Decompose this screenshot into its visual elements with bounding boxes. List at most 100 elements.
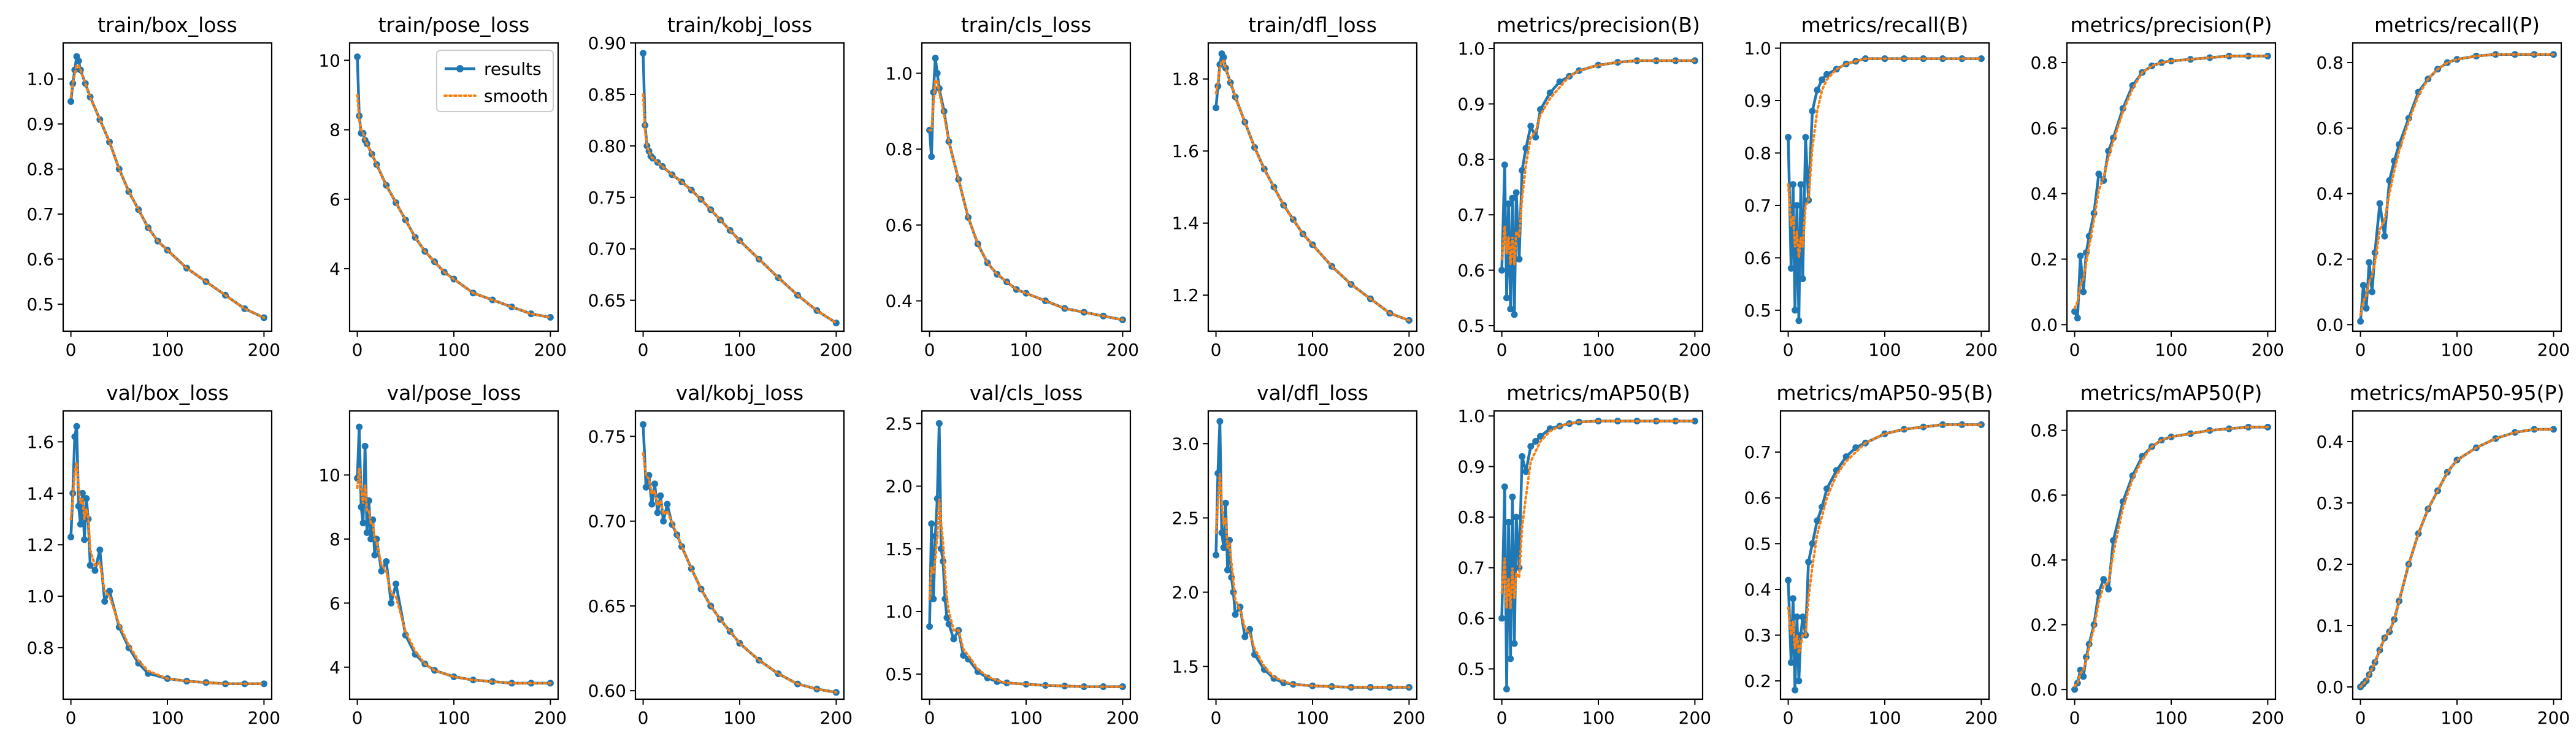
results-point: [2099, 576, 2107, 583]
results-point: [85, 515, 92, 523]
results-line: [1787, 423, 1982, 692]
y-tick-label: 0.5: [26, 294, 54, 315]
results-point: [1793, 613, 1801, 621]
results-point: [75, 57, 82, 64]
y-tick-label: 2.0: [885, 477, 913, 497]
chart-title: metrics/recall(P): [2374, 13, 2540, 37]
x-tick-label: 200: [2537, 340, 2570, 360]
x-tick-label: 0: [1210, 340, 1221, 360]
results-point: [1220, 544, 1227, 551]
results-line: [928, 422, 1123, 688]
results-point: [86, 562, 94, 569]
results-point: [1222, 499, 1229, 507]
x-tick-label: 200: [2251, 708, 2283, 728]
results-point: [1785, 134, 1792, 141]
results-line: [1787, 57, 1982, 323]
y-tick-label: 0.5: [885, 664, 913, 684]
y-tick-label: 0.8: [2317, 53, 2344, 73]
y-tick-label: 0.8: [2030, 421, 2058, 441]
results-point: [1789, 181, 1796, 188]
y-tick-label: 1.0: [1458, 406, 1485, 426]
results-point: [1799, 613, 1806, 621]
plot-frame: [2352, 42, 2563, 332]
x-tick-label: 0: [66, 340, 77, 360]
chart-panel: val/box_loss 0 100 200 0.8 1.0 1.2 1.4 1.6: [0, 368, 286, 736]
results-point: [1823, 71, 1830, 78]
smooth-line: [1214, 473, 1411, 689]
chart-title: val/dfl_loss: [1257, 381, 1368, 405]
results-point: [1614, 59, 1622, 66]
y-tick-label: 2.5: [885, 413, 913, 434]
y-tick-label: 0.90: [588, 33, 626, 53]
y-tick-label: 1.2: [1171, 285, 1199, 305]
results-line: [69, 55, 265, 320]
y-tick-label: 1.2: [26, 535, 54, 555]
chart-svg: metrics/mAP50(P) 0 100 200 0.0 0.2 0.4 0.6 0.8: [2030, 381, 2284, 728]
results-point: [1516, 255, 1523, 263]
results-point: [1805, 558, 1812, 565]
legend-smooth-label: smooth: [484, 86, 548, 106]
x-tick-label: 0: [351, 708, 362, 728]
y-tick-label: 0.1: [2317, 616, 2344, 636]
y-tick-label: 0.2: [2317, 554, 2344, 575]
results-point: [1224, 566, 1231, 573]
y-tick-label: 0.0: [2030, 680, 2058, 700]
results-point: [654, 509, 662, 516]
plot-frame: [2066, 42, 2276, 332]
plot-frame: [348, 42, 559, 332]
results-point: [382, 558, 389, 565]
results-point: [1793, 202, 1801, 209]
x-tick-label: 100: [437, 340, 470, 360]
x-tick-label: 100: [2441, 708, 2474, 728]
chart-title: metrics/mAP50(B): [1507, 381, 1690, 405]
results-line: [642, 424, 837, 694]
results-point: [1505, 200, 1512, 207]
results-point: [2357, 318, 2364, 325]
y-tick-label: 0.6: [885, 215, 913, 236]
smooth-line: [928, 79, 1124, 321]
x-tick-label: 0: [638, 708, 649, 728]
chart-panel: val/cls_loss 0 100 200 0.5 1.0 1.5 2.0 2.5: [859, 368, 1145, 736]
y-tick-label: 0.4: [2317, 432, 2344, 452]
x-tick-label: 100: [1296, 708, 1328, 728]
y-tick-label: 0.70: [588, 239, 626, 259]
plot-frame: [2066, 410, 2276, 700]
results-point: [387, 599, 394, 607]
smooth-line: [2359, 428, 2555, 688]
legend-results-marker: [456, 65, 464, 73]
results-point: [935, 420, 943, 427]
y-tick-label: 0.8: [1458, 150, 1485, 170]
results-point: [960, 651, 967, 659]
y-tick-label: 4: [329, 259, 340, 279]
y-tick-label: 0.8: [2030, 53, 2058, 73]
results-point: [1537, 432, 1544, 440]
y-tick-label: 10: [318, 50, 340, 71]
chart-panel: metrics/precision(P) 0 100 200 0.0 0.2 0.4 0.6 0…: [2004, 0, 2290, 368]
results-line: [2073, 426, 2267, 691]
plot-frame: [1493, 42, 1704, 332]
results-line: [2073, 55, 2267, 320]
y-tick-label: 0.8: [1458, 507, 1485, 527]
results-point: [2360, 282, 2367, 289]
y-tick-label: 0.4: [2030, 184, 2058, 204]
y-tick-label: 1.8: [1171, 69, 1199, 90]
chart-svg: train/kobj_loss 0 100 200 0.65 0.70 0.75 0.80 0.…: [588, 13, 853, 360]
y-tick-label: 0.70: [588, 512, 626, 532]
plot-frame: [1779, 42, 1990, 332]
results-point: [1532, 134, 1539, 141]
results-point: [2376, 200, 2383, 207]
results-point: [367, 535, 374, 543]
y-tick-label: 0.3: [2317, 493, 2344, 513]
chart-title: train/cls_loss: [961, 13, 1092, 37]
y-tick-label: 0.5: [1458, 316, 1485, 336]
results-point: [2095, 171, 2103, 178]
results-point: [67, 98, 75, 105]
results-point: [664, 500, 671, 508]
results-point: [651, 480, 659, 488]
results-point: [1511, 640, 1518, 647]
y-tick-label: 0.8: [1744, 143, 1771, 163]
chart-panel: metrics/mAP50-95(B) 0 100 200 0.2 0.3 0.4 0.5 0.…: [1717, 368, 2004, 736]
results-point: [930, 596, 937, 603]
results-point: [1556, 78, 1563, 85]
y-tick-label: 0.5: [1744, 301, 1771, 321]
